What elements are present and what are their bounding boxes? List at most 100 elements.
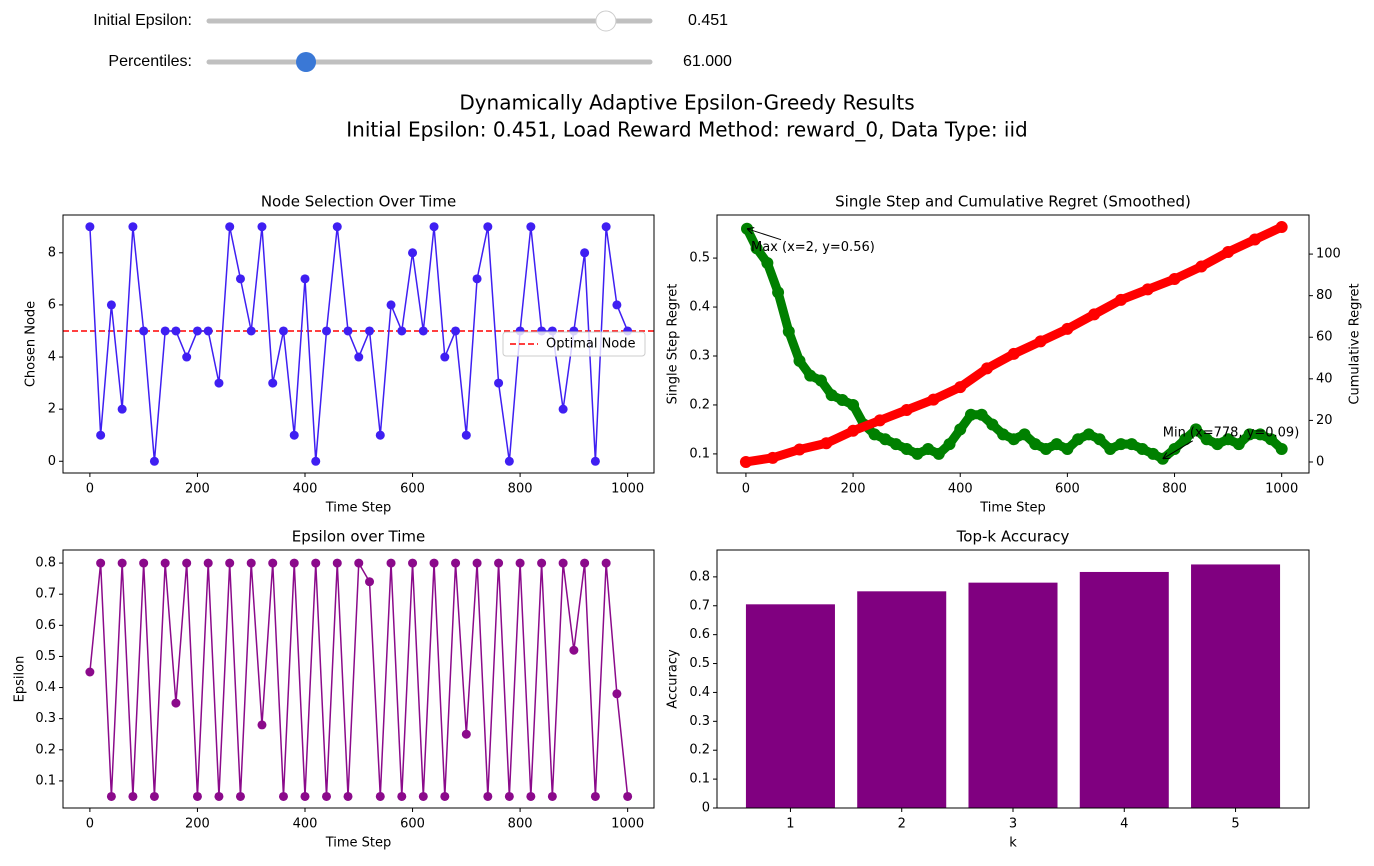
y-tick-label: 0.5 [35,649,56,664]
annotation-arrow [1163,440,1193,459]
y2-tick-label: 80 [1316,288,1333,303]
data-point [954,423,967,436]
slider-label: Initial Epsilon: [93,12,192,29]
data-point [106,791,116,801]
data-point [246,326,256,336]
slider-thumb[interactable] [296,52,317,72]
data-point [365,577,375,587]
data-point [117,404,127,414]
data-point [139,558,149,568]
y-tick-label: 0.2 [689,743,710,758]
data-point [257,720,267,730]
y-tick-label: 0.3 [689,348,710,363]
data-point [1232,438,1245,451]
data-point [847,398,860,411]
y2-tick-label: 60 [1316,330,1333,345]
data-point [408,248,418,258]
data-point [1168,443,1181,456]
y-tick-label: 0.5 [689,251,710,266]
data-point [117,558,127,568]
y2-tick-label: 0 [1316,454,1324,469]
y-tick-label: 0 [702,801,710,816]
data-point [1125,438,1138,451]
y-axis-label: Chosen Node [24,301,39,387]
data-point [343,326,353,336]
data-point [300,274,310,284]
data-point [440,791,450,801]
data-point [461,430,471,440]
data-point [879,433,892,446]
data-point [590,456,600,466]
data-point [1200,433,1213,446]
data-point [981,362,994,375]
data-point [192,791,202,801]
y-axis-label: Cumulative Regret [1348,283,1363,404]
data-point [1147,447,1160,460]
y-tick-label: 0.4 [35,680,56,695]
data-point [139,326,149,336]
data-point [149,456,159,466]
x-tick-label: 200 [185,817,210,832]
y-tick-label: 6 [48,297,56,312]
data-point [375,791,385,801]
data-point [1007,347,1020,360]
y-tick-label: 0.1 [35,773,56,788]
y-tick-label: 0.8 [689,569,710,584]
slider-row: Initial Epsilon: 0.451 [93,10,728,32]
data-point [225,558,235,568]
data-point [873,414,886,427]
data-point [558,404,568,414]
axes-title: Single Step and Cumulative Regret (Smoot… [835,193,1191,211]
y-tick-label: 2 [48,402,56,417]
data-point [494,378,504,388]
data-point [386,300,396,310]
bar [857,591,947,808]
data-point [85,222,95,232]
y-tick-label: 0.5 [689,656,710,671]
data-point [160,326,170,336]
data-line [89,562,629,798]
data-point [1248,233,1261,246]
data-point [964,408,977,421]
data-point [526,791,536,801]
data-point [300,791,310,801]
data-point [289,430,299,440]
data-point [504,456,514,466]
data-point [225,222,235,232]
bar [1079,571,1169,808]
data-point [1211,438,1224,451]
y-tick-label: 0.6 [35,618,56,633]
figure-title: Dynamically Adaptive Epsilon-Greedy Resu… [459,91,914,115]
data-point [483,791,493,801]
slider-thumb[interactable] [595,10,617,32]
data-point [451,558,461,568]
legend-label: Optimal Node [546,337,636,352]
x-tick-label: 800 [508,482,533,497]
data-point [1114,438,1127,451]
data-point [986,418,999,431]
data-point [96,430,106,440]
y-tick-label: 0.2 [689,397,710,412]
x-axis-label: Time Step [325,501,392,516]
data-point [1088,308,1101,321]
x-axis-label: Time Step [325,836,392,851]
data-point [1195,260,1208,273]
x-tick-label: 400 [293,817,318,832]
data-point [451,326,461,336]
data-point [623,791,633,801]
data-point [128,791,138,801]
data-point [1050,438,1063,451]
data-point [761,256,774,269]
data-point [526,222,536,232]
data-point [1168,273,1181,286]
data-point [612,300,622,310]
bar [745,604,835,808]
data-point [289,558,299,568]
x-tick-label: 0 [86,482,94,497]
data-point [149,791,159,801]
data-point [889,438,902,451]
data-point [235,274,245,284]
y2-tick-label: 40 [1316,371,1333,386]
data-point [246,558,256,568]
